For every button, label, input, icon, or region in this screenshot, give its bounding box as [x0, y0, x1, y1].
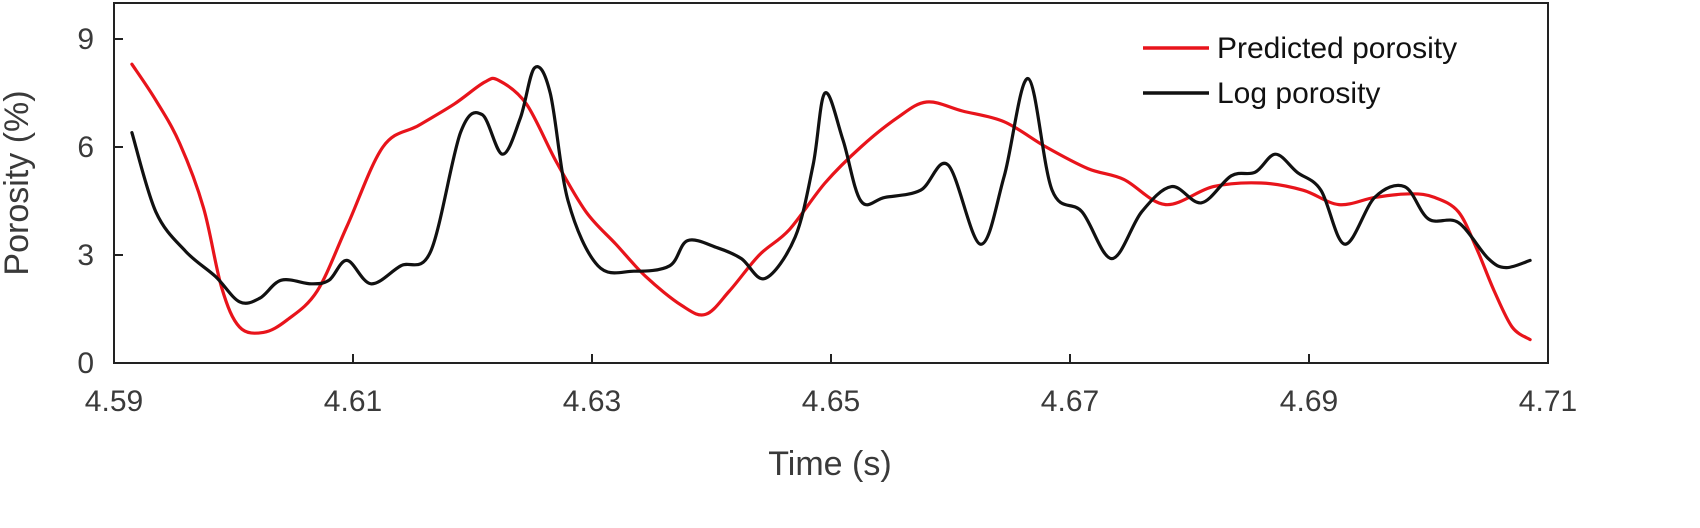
y-tick-label: 6 [77, 131, 94, 164]
legend: Predicted porosity Log porosity [1143, 32, 1457, 110]
y-tick-label: 3 [77, 239, 94, 272]
legend-label: Predicted porosity [1217, 32, 1457, 65]
y-tick-label: 9 [77, 23, 94, 56]
x-tick-label: 4.63 [563, 385, 621, 418]
x-tick-label: 4.69 [1280, 385, 1338, 418]
series-line-log-porosity [130, 65, 1532, 305]
x-tick-label: 4.67 [1041, 385, 1099, 418]
y-axis: 0 3 6 9 [77, 23, 123, 380]
legend-label: Log porosity [1217, 77, 1380, 110]
y-tick-label: 0 [77, 347, 94, 380]
x-axis-title: Time (s) [768, 445, 891, 483]
x-axis: 4.59 4.61 4.63 4.65 4.67 4.69 4.71 [85, 354, 1577, 418]
y-axis-title: Porosity (%) [0, 90, 36, 275]
x-tick-label: 4.61 [324, 385, 382, 418]
series-layer [130, 62, 1532, 342]
x-tick-label: 4.65 [802, 385, 860, 418]
x-tick-label: 4.59 [85, 385, 143, 418]
x-tick-label: 4.71 [1519, 385, 1577, 418]
